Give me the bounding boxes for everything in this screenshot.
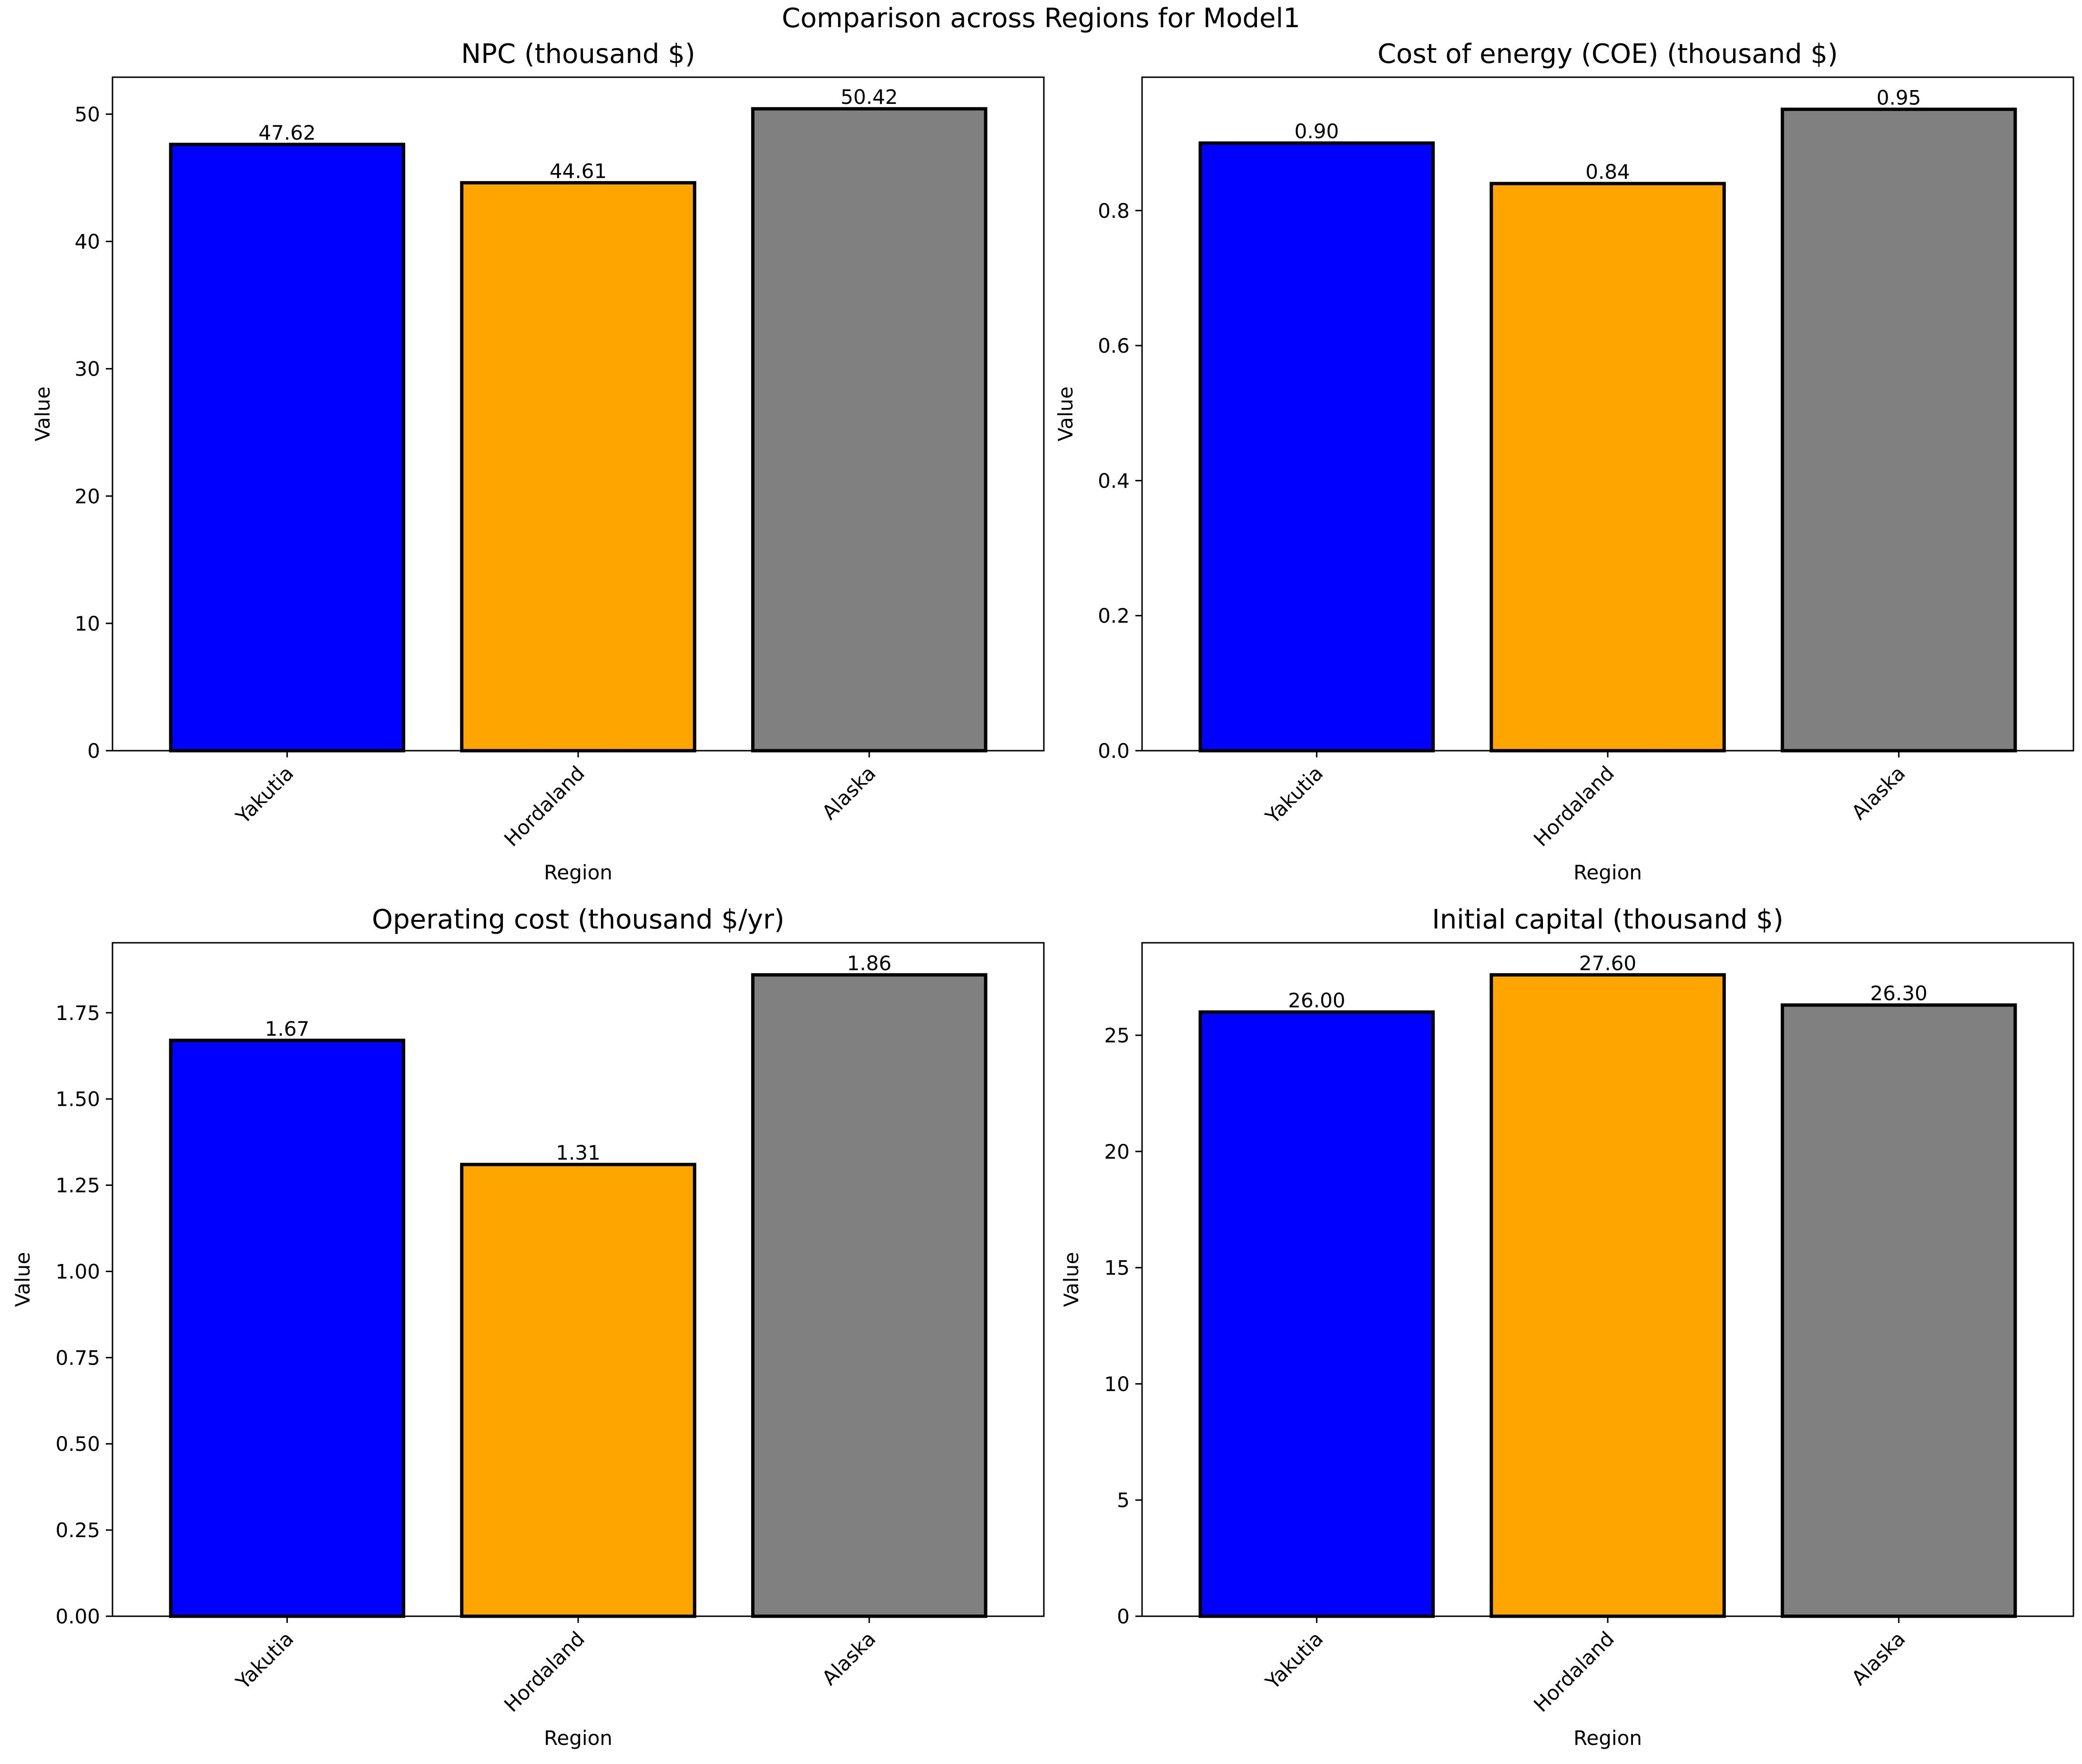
y-axis-label: Value [1054, 387, 1077, 441]
data-label: 0.84 [1585, 160, 1630, 184]
y-tick-label: 30 [75, 357, 100, 381]
data-label: 44.61 [550, 159, 607, 183]
y-tick-label: 0.6 [1098, 334, 1130, 357]
y-tick-label: 20 [1104, 1140, 1130, 1163]
y-tick-label: 0.50 [55, 1432, 100, 1456]
data-label: 47.62 [258, 121, 316, 144]
x-axis-label: Region [544, 861, 612, 884]
y-tick-label: 5 [1117, 1489, 1130, 1512]
subplot-title: Operating cost (thousand $/yr) [372, 904, 785, 935]
x-axis-label: Region [544, 1726, 612, 1750]
x-tick-label: Alaska [1847, 761, 1910, 824]
data-label: 1.67 [265, 1017, 310, 1040]
y-tick-label: 0.0 [1098, 739, 1130, 763]
x-tick-label: Hordaland [1529, 761, 1619, 851]
y-tick-label: 1.50 [55, 1088, 100, 1111]
x-tick-label: Hordaland [500, 1627, 589, 1716]
y-axis-label: Value [1060, 1252, 1083, 1307]
y-tick-label: 10 [75, 612, 100, 635]
y-tick-label: 1.75 [55, 1001, 100, 1025]
y-tick-label: 0 [1117, 1605, 1130, 1628]
y-tick-label: 40 [75, 230, 100, 254]
bar [460, 181, 696, 753]
y-tick-label: 15 [1104, 1256, 1130, 1280]
bar [169, 143, 406, 753]
y-axis-label: Value [11, 1252, 34, 1307]
x-tick-label: Hordaland [1529, 1627, 1619, 1716]
data-label: 26.30 [1870, 982, 1928, 1005]
y-tick-label: 0.2 [1098, 604, 1130, 628]
bar [751, 107, 988, 753]
bar [1490, 973, 1726, 1618]
y-axis-label: Value [31, 387, 54, 441]
y-tick-label: 50 [75, 102, 100, 126]
bar [751, 973, 988, 1618]
bar [1780, 107, 2017, 753]
bar [169, 1039, 406, 1618]
y-tick-label: 25 [1104, 1024, 1130, 1047]
x-axis-label: Region [1573, 1726, 1642, 1750]
bar [1780, 1003, 2017, 1618]
bar [1198, 1010, 1435, 1618]
subplot-title: NPC (thousand $) [461, 39, 695, 70]
data-label: 27.60 [1579, 951, 1636, 975]
x-tick-label: Yakutia [231, 761, 298, 828]
y-tick-label: 20 [75, 485, 100, 508]
bar [460, 1162, 696, 1618]
y-tick-label: 0.4 [1098, 469, 1130, 492]
subplot-title: Cost of energy (COE) (thousand $) [1378, 39, 1838, 70]
x-tick-label: Yakutia [1261, 761, 1328, 828]
x-tick-label: Alaska [817, 1627, 880, 1690]
x-tick-label: Yakutia [1261, 1627, 1328, 1694]
y-tick-label: 0.75 [55, 1346, 100, 1369]
bar [1490, 182, 1726, 753]
x-tick-label: Yakutia [231, 1627, 298, 1694]
y-tick-label: 0.25 [55, 1519, 100, 1542]
y-tick-label: 0 [87, 739, 100, 763]
x-axis-label: Region [1573, 861, 1642, 884]
x-tick-label: Hordaland [500, 761, 589, 851]
data-label: 0.90 [1295, 120, 1339, 143]
data-label: 26.00 [1288, 989, 1345, 1012]
data-label: 50.42 [841, 85, 898, 109]
subplot-title: Initial capital (thousand $) [1432, 904, 1783, 935]
x-tick-label: Alaska [1847, 1627, 1910, 1690]
y-tick-label: 0.8 [1098, 199, 1130, 223]
figure-title: Comparison across Regions for Model1 [782, 3, 1300, 34]
y-tick-label: 1.00 [55, 1260, 100, 1283]
bar [1198, 141, 1435, 753]
y-tick-label: 1.25 [55, 1174, 100, 1197]
y-tick-label: 10 [1104, 1372, 1130, 1396]
x-tick-label: Alaska [817, 761, 880, 824]
data-label: 1.31 [556, 1141, 601, 1164]
data-label: 0.95 [1877, 86, 1921, 109]
y-tick-label: 0.00 [55, 1605, 100, 1628]
data-label: 1.86 [847, 951, 892, 975]
